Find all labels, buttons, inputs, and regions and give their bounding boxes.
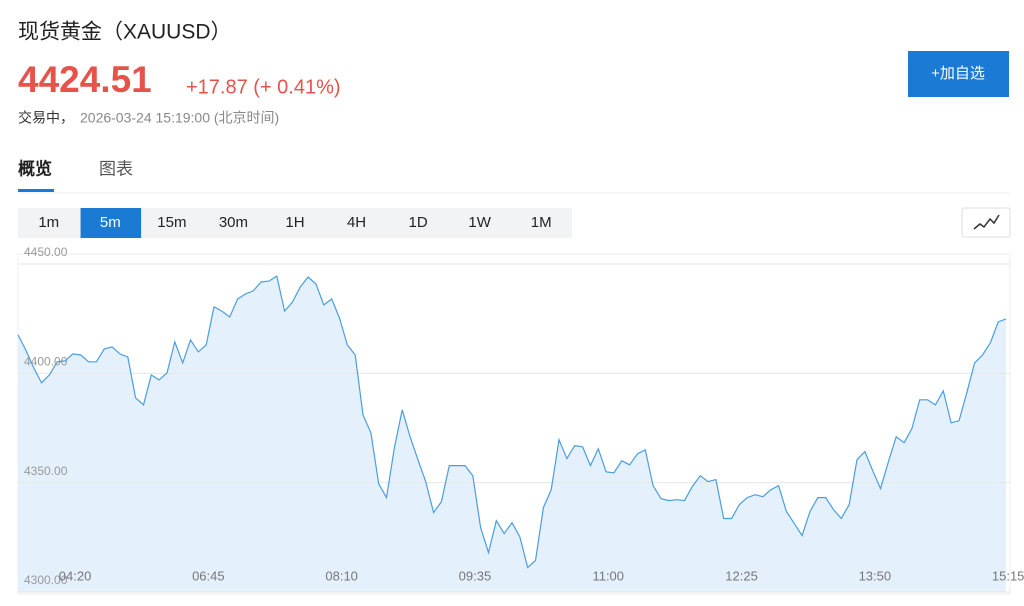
y-tick-label: 4350.00 [24, 464, 68, 478]
x-tick-label: 11:00 [592, 568, 624, 583]
icon-bg [961, 207, 1011, 238]
line-icon [973, 214, 1000, 230]
timeframe[interactable]: 1M [531, 214, 552, 231]
x-tick-label: 15:15 [992, 568, 1024, 583]
tab[interactable]: 图表 [99, 159, 133, 178]
timeframe[interactable]: 15m [157, 214, 186, 231]
timeframe[interactable]: 5m [100, 214, 121, 231]
status: 交易中， [18, 110, 74, 126]
timeframe-selected [80, 208, 142, 238]
title: 现货黄金（XAUUSD） [18, 21, 232, 44]
x-tick-label: 13:50 [859, 568, 892, 583]
price: 4424.51 [18, 59, 152, 100]
x-tick-label: 12:25 [725, 568, 758, 583]
x-tick-label: 09:35 [459, 568, 492, 583]
x-tick-label: 04:20 [59, 568, 92, 583]
y-tick-label: 4300.00 [24, 573, 68, 587]
timeframe[interactable]: 1D [409, 214, 428, 231]
button-bg [908, 51, 1009, 97]
button-label[interactable]: +加自选 [931, 65, 985, 82]
timeframe[interactable]: 30m [219, 214, 248, 231]
timeframe[interactable]: 4H [347, 214, 366, 231]
tab-underline [18, 189, 54, 192]
timeframe[interactable]: 1m [38, 214, 59, 231]
tab[interactable]: 概览 [18, 158, 52, 178]
price-change: +17.87 (+ 0.41%) [186, 76, 341, 98]
chart-type-button[interactable] [961, 207, 1011, 238]
add-watch-button[interactable]: +加自选 [908, 51, 1009, 97]
timeframe[interactable]: 1W [468, 214, 491, 231]
area-fill [18, 276, 1006, 592]
plot: 4300.00 4350.00 4400.00 4450.00 04:20 06:45 08… [17, 245, 1024, 593]
timestamp: 2026-03-24 15:19:00 (北京时间) [80, 110, 279, 126]
price-line [17, 275, 1007, 569]
timeframe[interactable]: 1H [285, 214, 304, 231]
x-tick-label: 08:10 [325, 568, 358, 583]
y-tick-label: 4400.00 [24, 355, 68, 369]
y-tick-label: 4450.00 [24, 245, 68, 259]
x-tick-label: 06:45 [192, 568, 225, 583]
